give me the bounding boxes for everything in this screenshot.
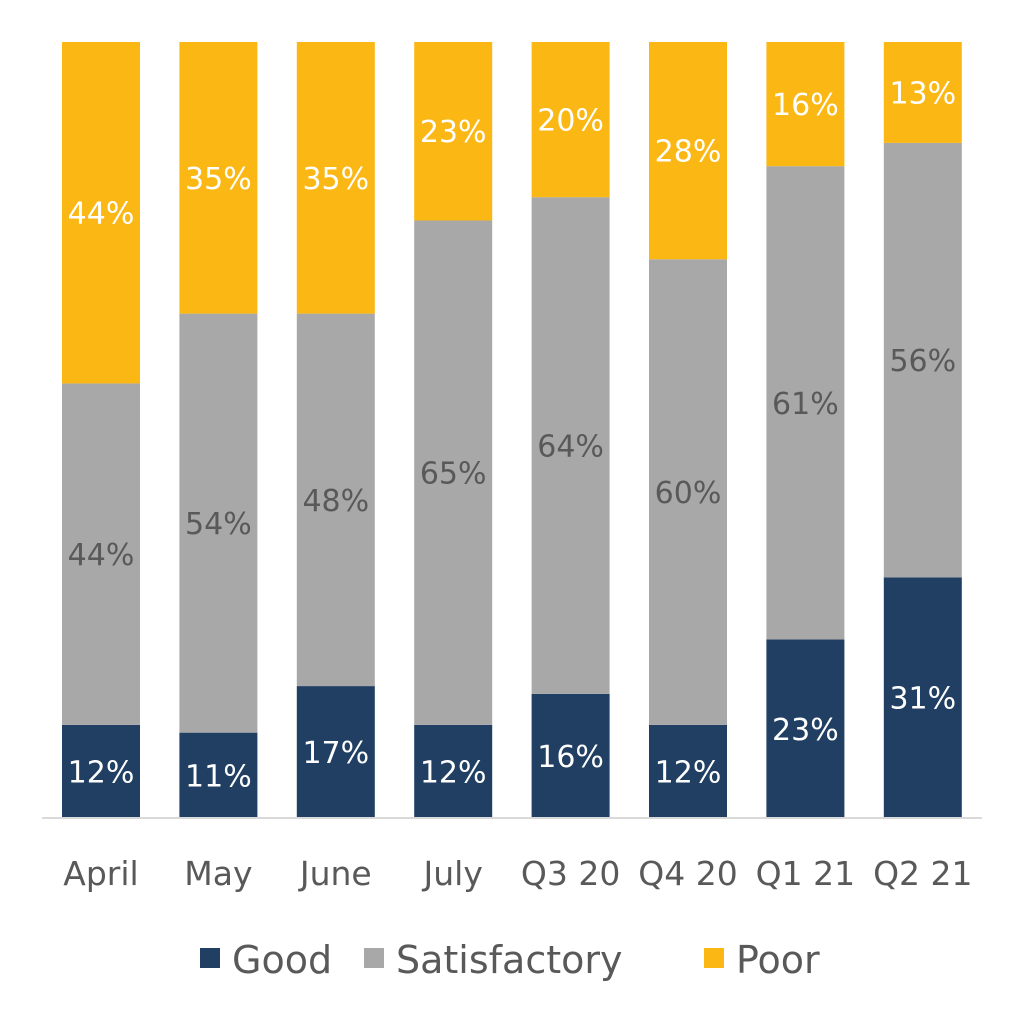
bar-good-may xyxy=(179,732,258,818)
bar-poor-q4-20 xyxy=(649,42,727,260)
bar-good-q3-20 xyxy=(531,693,610,818)
data-label-poor-q2-21: 13% xyxy=(889,76,956,111)
bar-satisfactory-q2-21 xyxy=(883,142,962,578)
category-label-q4-20: Q4 20 xyxy=(638,854,737,893)
bar-good-q2-21 xyxy=(883,577,962,818)
category-label-june: June xyxy=(298,854,372,893)
data-label-poor-april: 44% xyxy=(68,197,135,232)
data-label-good-q4-20: 12% xyxy=(655,755,722,790)
bar-poor-april xyxy=(62,42,140,384)
bar-poor-q1-21 xyxy=(766,42,845,167)
data-label-good-april: 12% xyxy=(68,755,135,790)
bar-satisfactory-june xyxy=(296,313,375,687)
data-label-satisfactory-june: 48% xyxy=(302,484,369,519)
category-labels: April May June July Q3 20 Q4 20 Q1 21 Q2 21 xyxy=(63,854,972,893)
legend-swatch-satisfactory xyxy=(364,948,384,968)
bar-good-q1-21 xyxy=(766,639,845,818)
bar-good-june xyxy=(296,686,375,818)
legend-label-satisfactory: Satisfactory xyxy=(396,938,622,982)
data-label-satisfactory-july: 65% xyxy=(420,457,487,492)
data-label-poor-june: 35% xyxy=(302,162,369,197)
bar-satisfactory-july xyxy=(414,220,493,725)
bar-poor-june xyxy=(296,42,375,314)
category-label-q3-20: Q3 20 xyxy=(521,854,620,893)
legend-swatch-good xyxy=(200,948,220,968)
data-label-satisfactory-q1-21: 61% xyxy=(772,387,839,422)
data-label-good-q1-21: 23% xyxy=(772,713,839,748)
data-label-satisfactory-april: 44% xyxy=(68,538,135,573)
bar-satisfactory-q1-21 xyxy=(766,166,845,640)
bar-satisfactory-may xyxy=(179,313,258,733)
data-label-good-q3-20: 16% xyxy=(537,740,604,775)
legend-label-good: Good xyxy=(232,938,332,982)
data-label-good-july: 12% xyxy=(420,755,487,790)
bars-group: 12% 44% 44% 11% 54% 35% 17% 48% 35% 12% 65% 23% 16% 6… xyxy=(62,42,962,818)
data-label-poor-q3-20: 20% xyxy=(537,104,604,139)
legend: Good Satisfactory Poor xyxy=(200,938,820,982)
category-label-july: July xyxy=(422,854,483,893)
data-label-poor-q1-21: 16% xyxy=(772,88,839,123)
bar-poor-july xyxy=(414,42,493,221)
data-label-satisfactory-q3-20: 64% xyxy=(537,430,604,465)
data-label-poor-july: 23% xyxy=(420,115,487,150)
legend-swatch-poor xyxy=(704,948,724,968)
data-label-good-may: 11% xyxy=(185,759,252,794)
category-label-q2-21: Q2 21 xyxy=(873,854,972,893)
bar-poor-q2-21 xyxy=(883,42,962,143)
bar-poor-q3-20 xyxy=(531,42,610,198)
data-label-good-june: 17% xyxy=(302,736,369,771)
bar-poor-may xyxy=(179,42,258,314)
data-label-satisfactory-q2-21: 56% xyxy=(889,344,956,379)
bar-satisfactory-april xyxy=(62,383,140,725)
legend-label-poor: Poor xyxy=(736,938,820,982)
data-label-poor-q4-20: 28% xyxy=(655,135,722,170)
bar-satisfactory-q4-20 xyxy=(649,259,727,725)
bar-good-july xyxy=(414,724,493,818)
bar-satisfactory-q3-20 xyxy=(531,197,610,694)
data-label-good-q2-21: 31% xyxy=(889,682,956,717)
data-label-poor-may: 35% xyxy=(185,162,252,197)
category-label-may: May xyxy=(184,854,252,893)
category-label-april: April xyxy=(63,854,138,893)
bar-good-april xyxy=(62,724,140,818)
data-label-satisfactory-q4-20: 60% xyxy=(655,476,722,511)
data-label-satisfactory-may: 54% xyxy=(185,507,252,542)
bar-good-q4-20 xyxy=(649,724,727,818)
category-label-q1-21: Q1 21 xyxy=(756,854,855,893)
